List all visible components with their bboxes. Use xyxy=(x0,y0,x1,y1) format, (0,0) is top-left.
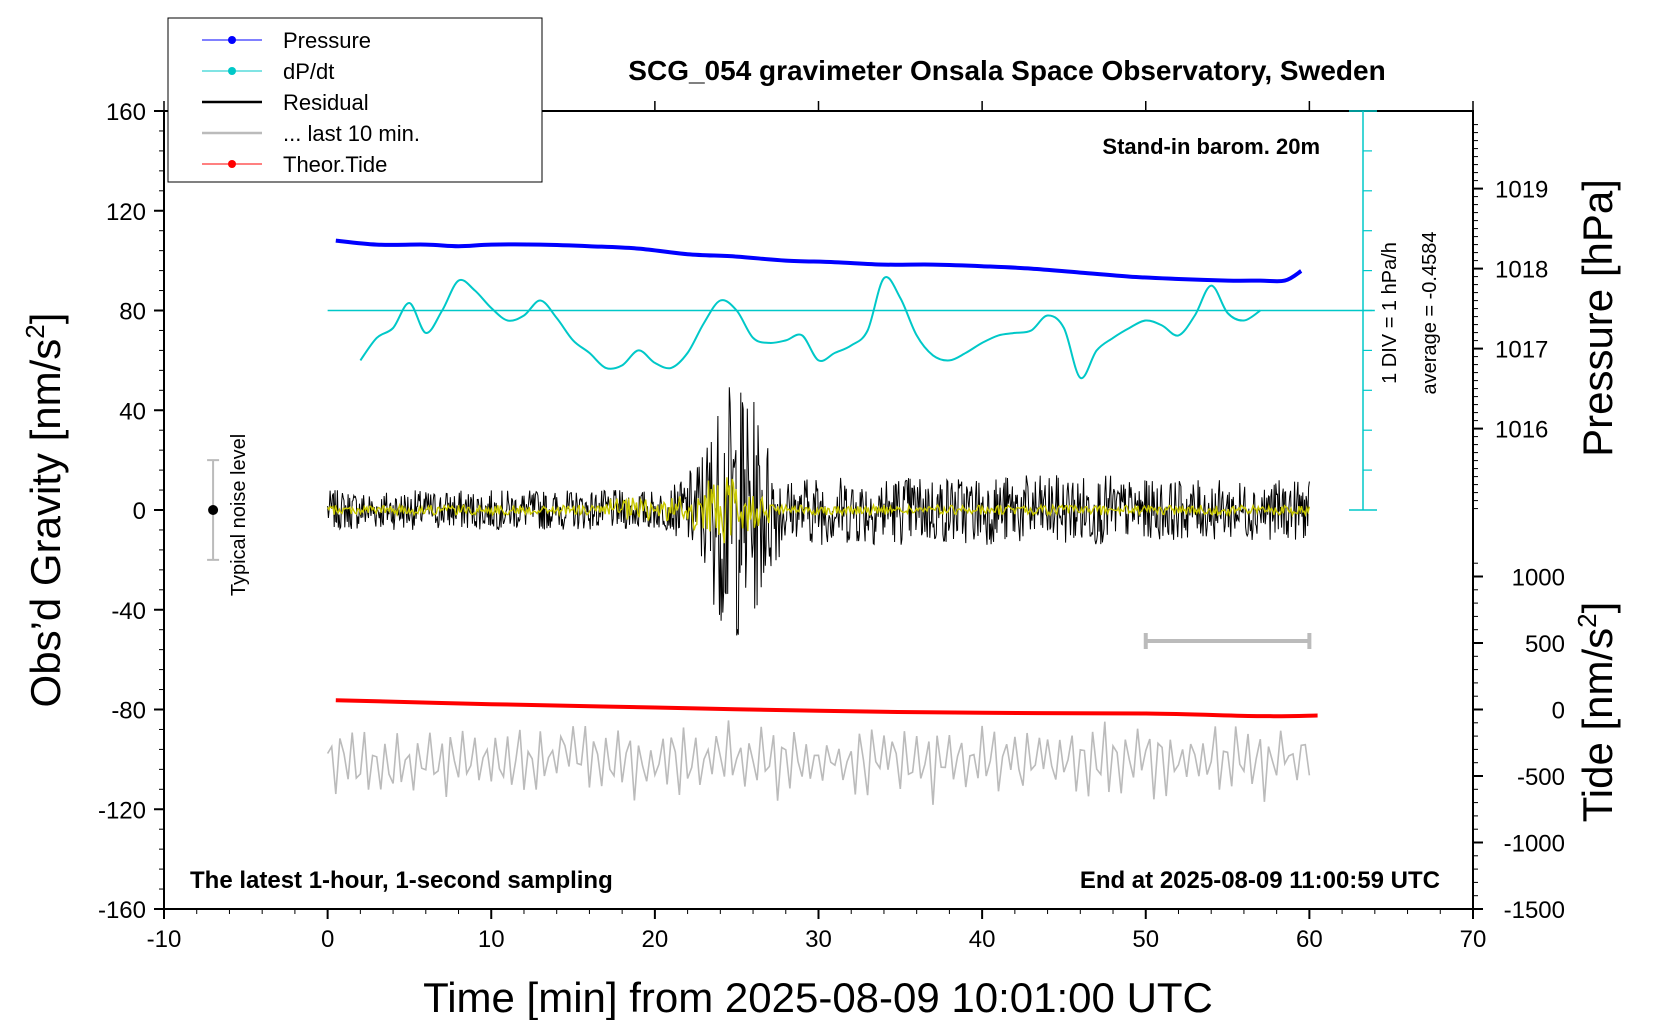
x-tick-label: 60 xyxy=(1296,926,1323,953)
dpdt-series xyxy=(359,276,1261,379)
legend: Pressure dP/dt Residual ... last 10 min. The… xyxy=(167,17,543,183)
x-tick-label: 20 xyxy=(642,926,669,953)
legend-label: ... last 10 min. xyxy=(283,121,420,146)
residual-filtered-line xyxy=(327,477,1311,544)
end-time-note: End at 2025-08-09 11:00:59 UTC xyxy=(1080,867,1440,894)
residual-series xyxy=(327,387,1311,636)
div-label: 1 DIV = 1 hPa/h xyxy=(1379,242,1401,384)
last-10-min-line xyxy=(326,720,1311,805)
noise-bar-dot xyxy=(208,505,219,515)
noise-label: Typical noise level xyxy=(228,434,250,596)
time-scale-bar xyxy=(1143,633,1312,649)
pressure-line xyxy=(335,238,1303,284)
y-axis-label-pressure: Pressure [hPa] xyxy=(1574,179,1621,457)
pressure-tick-label: 1016 xyxy=(1495,417,1548,444)
y-tick-label: 160 xyxy=(106,99,146,126)
dpdt-line xyxy=(359,276,1261,379)
dpdt-scale xyxy=(1349,110,1377,511)
tide-tick-label: 0 xyxy=(1552,698,1565,725)
y-tick-label: -160 xyxy=(98,897,146,924)
legend-marker xyxy=(228,67,236,75)
y-tick-label: 40 xyxy=(119,398,146,425)
legend-box xyxy=(167,17,543,183)
legend-label: Residual xyxy=(283,90,369,115)
pressure-series xyxy=(335,238,1303,284)
pressure-tick-label: 1018 xyxy=(1495,257,1548,284)
x-tick-label: 0 xyxy=(321,926,334,953)
x-tick-label: -10 xyxy=(147,926,182,953)
legend-label: dP/dt xyxy=(283,59,334,84)
tide-tick-label: -1500 xyxy=(1504,897,1565,924)
y-axis-label-tide: Tide [nm/s2] xyxy=(1572,602,1621,823)
x-tick-label: 10 xyxy=(478,926,505,953)
tide-tick-label: 1000 xyxy=(1512,565,1565,592)
barometer-note: Stand-in barom. 20m xyxy=(1102,134,1320,159)
x-tick-label: 70 xyxy=(1460,926,1487,953)
chart-title: SCG_054 gravimeter Onsala Space Observat… xyxy=(628,55,1385,86)
tide-line xyxy=(335,698,1318,719)
y-tick-label: -80 xyxy=(111,698,146,725)
legend-label: Theor.Tide xyxy=(283,152,387,177)
last-10-min-series xyxy=(326,720,1311,805)
noise-level-bar xyxy=(207,459,220,561)
pressure-tick-label: 1017 xyxy=(1495,337,1548,364)
legend-marker xyxy=(228,160,236,168)
tide-tick-label: -1000 xyxy=(1504,831,1565,858)
tide-tick-label: -500 xyxy=(1517,764,1565,791)
average-label: average = -0.4584 xyxy=(1419,232,1441,395)
legend-label: Pressure xyxy=(283,28,371,53)
x-tick-label: 30 xyxy=(805,926,832,953)
x-tick-label: 50 xyxy=(1132,926,1159,953)
y-tick-label: -40 xyxy=(111,598,146,625)
y-tick-label: -120 xyxy=(98,797,146,824)
y-axis-label-left: Obs’d Gravity [nm/s2] xyxy=(20,313,69,708)
y-tick-label: 0 xyxy=(133,498,146,525)
sampling-note: The latest 1-hour, 1-second sampling xyxy=(190,867,613,894)
y-tick-label: 120 xyxy=(106,199,146,226)
theor-tide-series xyxy=(335,698,1318,719)
y-tick-label: 80 xyxy=(119,299,146,326)
x-axis-label: Time [min] from 2025-08-09 10:01:00 UTC xyxy=(423,974,1213,1020)
residual-line xyxy=(327,387,1310,636)
pressure-tick-label: 1019 xyxy=(1495,177,1548,204)
tide-tick-label: 500 xyxy=(1525,631,1565,658)
legend-marker xyxy=(228,36,236,44)
x-tick-label: 40 xyxy=(969,926,996,953)
